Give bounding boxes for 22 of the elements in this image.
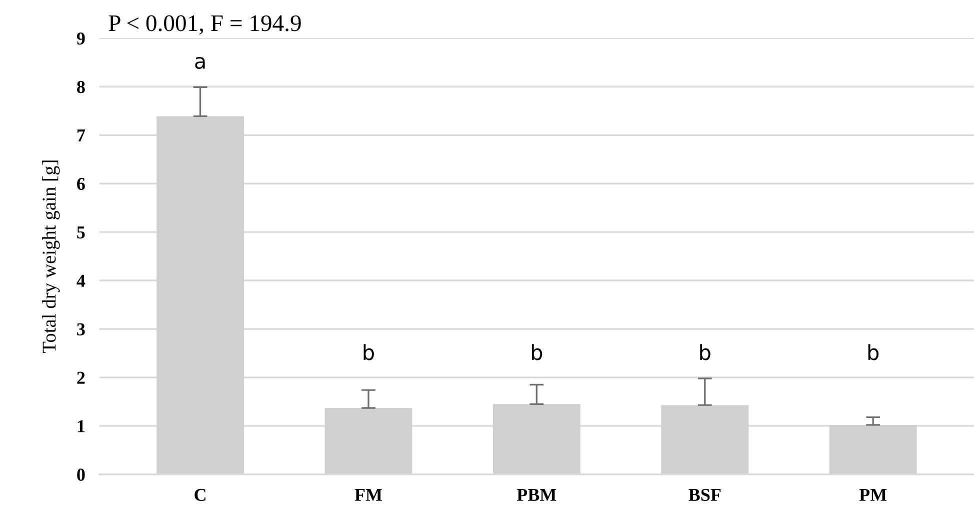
x-tick-label: PM	[859, 488, 887, 501]
annotation: b	[700, 344, 710, 360]
x-tick-label: BSF	[688, 488, 721, 501]
y-tick-label: 5	[77, 226, 85, 238]
y-tick-label: 9	[76, 32, 85, 45]
y-tick-label: 0	[77, 468, 85, 481]
y-tick-label: 3	[77, 323, 85, 336]
y-tick-label: 8	[77, 80, 85, 94]
annotation: b	[868, 344, 879, 360]
y-tick-label: 7	[77, 130, 86, 142]
annotation: b	[532, 344, 542, 360]
y-tick-label: 2	[77, 372, 85, 384]
x-tick-label: C	[194, 488, 206, 501]
text: P < 0.001, F = 194.9	[108, 15, 301, 35]
y-tick-label: 1	[78, 420, 85, 432]
annotation: a	[195, 56, 205, 69]
x-tick-label: PBM	[516, 488, 556, 501]
y-tick-label: 6	[77, 178, 85, 190]
annotation: b	[364, 344, 374, 360]
x-tick-label: FM	[354, 488, 382, 501]
y-tick-label: 4	[76, 274, 86, 287]
y-axis-title: Total dry weight gain [g]	[42, 160, 60, 353]
